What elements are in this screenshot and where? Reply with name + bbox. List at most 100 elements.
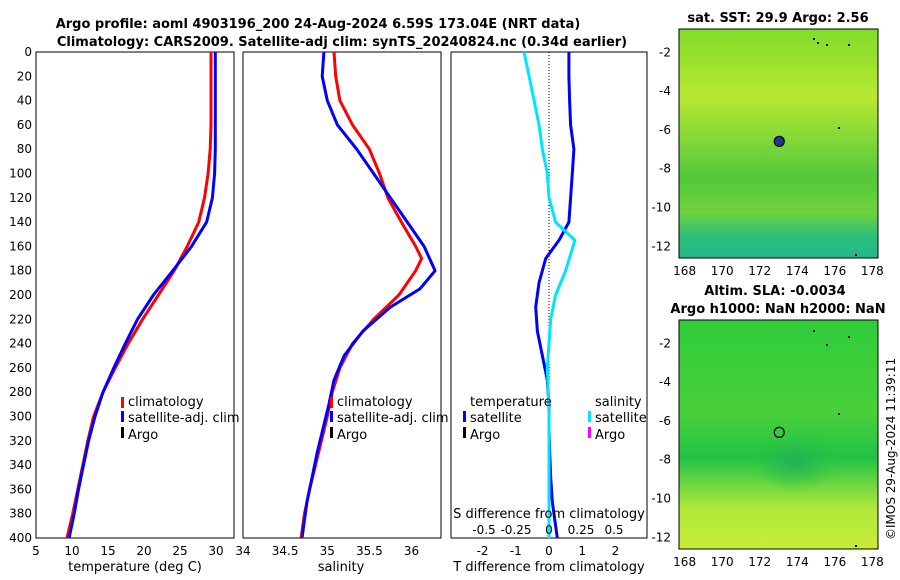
- legend-label-satellite: satellite-adj. clim: [128, 411, 240, 426]
- map-lat-tick-label: -12: [651, 239, 671, 253]
- legend-swatch-sal-argo: [588, 427, 591, 438]
- depth-tick-label: 140: [9, 215, 32, 229]
- x-tick-label: 2: [612, 544, 620, 558]
- x-tick-label: 5: [32, 544, 40, 558]
- sla-axes-frame: [678, 319, 879, 550]
- temperature-panel: 0 20 40 60 80 100 120 140 160 180 200 220 240 260 280 3…: [9, 45, 240, 575]
- x-tick-label: 36: [404, 544, 419, 558]
- legend-label-temp-argo: Argo: [470, 428, 500, 443]
- legend-label-temp-satellite: satellite: [470, 411, 522, 426]
- map-lat-tick-label: -2: [659, 45, 671, 59]
- depth-tick-label: 340: [9, 458, 32, 472]
- legend-label-climatology: climatology: [337, 395, 413, 410]
- depth-tick-label: 60: [17, 118, 32, 132]
- s-difference-tick-label: 0: [545, 523, 553, 537]
- depth-tick-label: 180: [9, 264, 32, 278]
- x-tick-label: 34: [235, 544, 250, 558]
- sst-map-title: sat. SST: 29.9 Argo: 2.56: [687, 11, 868, 26]
- map-lat-tick-label: -4: [659, 84, 671, 98]
- legend-swatch-temp-argo: [463, 427, 466, 438]
- depth-tick-label: 0: [24, 45, 32, 59]
- map-lat-tick-label: -8: [659, 162, 671, 176]
- satellite-adj-clim-line: [300, 51, 437, 539]
- x-tick-label: -1: [510, 544, 522, 558]
- legend-label-sal-satellite: satellite: [595, 411, 647, 426]
- climatology-line: [299, 51, 424, 539]
- x-tick-label: 25: [172, 544, 187, 558]
- legend-title-temperature: temperature: [470, 395, 552, 410]
- salinity-satellite-line: [522, 51, 577, 538]
- depth-tick-label: 380: [9, 507, 32, 521]
- sst-argo-position-marker: [773, 135, 785, 147]
- map-lat-tick-label: -4: [659, 375, 671, 389]
- depth-tick-label: 80: [17, 142, 32, 156]
- s-difference-tick-label: -0.5: [472, 523, 495, 537]
- salinity-xlabel: salinity: [318, 560, 365, 575]
- sst-map-panel: sat. SST: 29.9 Argo: 2.56 168 170 172 174 17…: [651, 11, 883, 278]
- legend-swatch-climatology: [330, 397, 333, 408]
- sst-axes-frame: [678, 28, 879, 259]
- depth-tick-label: 280: [9, 385, 32, 399]
- legend-label-argo: Argo: [337, 428, 367, 443]
- legend-swatch-satellite: [121, 411, 124, 422]
- t-difference-xlabel: T difference from climatology: [452, 560, 645, 575]
- sst-tick-labels: 168 170 172 174 176 178 -2 -4 -6 -8 -10 -12: [651, 45, 883, 278]
- map-lon-tick-label: 176: [823, 264, 846, 278]
- map-lat-tick-label: -10: [651, 201, 671, 215]
- x-tick-label: 30: [208, 544, 223, 558]
- depth-tick-label: 220: [9, 312, 32, 326]
- satellite-adj-clim-line: [67, 52, 217, 539]
- x-tick-label: 35: [320, 544, 335, 558]
- salinity-axes-frame: [242, 51, 442, 539]
- map-lat-tick-label: -2: [659, 336, 671, 350]
- sla-low-patch: [750, 432, 840, 492]
- s-difference-tick-label: -0.25: [500, 523, 531, 537]
- temperature-series: [65, 52, 217, 539]
- x-tick-label: 34.5: [272, 544, 299, 558]
- s-difference-xlabel: S difference from climatology: [453, 507, 645, 522]
- depth-tick-label: 20: [17, 69, 32, 83]
- legend-swatch-satellite: [330, 411, 333, 422]
- legend-swatch-argo: [330, 427, 333, 438]
- map-lon-tick-label: 178: [861, 264, 884, 278]
- legend-swatch-argo: [121, 427, 124, 438]
- s-difference-tick-label: 0.5: [604, 523, 623, 537]
- legend-swatch-temp-satellite: [463, 411, 466, 422]
- salinity-x-tick-labels: 34 34.5 35 35.5 36: [235, 544, 419, 558]
- climatology-line: [65, 52, 213, 539]
- map-lon-tick-label: 172: [748, 555, 771, 569]
- depth-tick-label: 300: [9, 410, 32, 424]
- map-lon-tick-label: 172: [748, 264, 771, 278]
- map-lon-tick-label: 178: [861, 555, 884, 569]
- depth-tick-label: 320: [9, 434, 32, 448]
- sla-map-title: Altim. SLA: -0.0034: [704, 284, 845, 299]
- depth-tick-label: 200: [9, 288, 32, 302]
- sla-tick-labels: 168 170 172 174 176 178 -2 -4 -6 -8 -10 -12: [651, 336, 883, 569]
- legend-label-climatology: climatology: [128, 395, 204, 410]
- legend-swatch-climatology: [121, 397, 124, 408]
- depth-tick-label: 120: [9, 191, 32, 205]
- x-tick-label: 15: [100, 544, 115, 558]
- map-lat-tick-label: -6: [659, 414, 671, 428]
- map-lon-tick-label: 168: [673, 264, 696, 278]
- temperature-axes-frame: [35, 51, 235, 539]
- sla-argo-position-marker: [773, 426, 785, 438]
- map-lat-tick-label: -6: [659, 123, 671, 137]
- salinity-series: [299, 51, 437, 539]
- depth-tick-label: 260: [9, 361, 32, 375]
- sla-map-panel: Altim. SLA: -0.0034 Argo h1000: NaN h200…: [651, 284, 885, 569]
- t-difference-tick-labels: -2 -1 0 1 2: [477, 544, 620, 558]
- map-lon-tick-label: 176: [823, 555, 846, 569]
- figure-title-line1: Argo profile: aoml 4903196_200 24-Aug-20…: [56, 17, 581, 32]
- legend-title-salinity: salinity: [595, 395, 642, 410]
- x-tick-label: 20: [136, 544, 151, 558]
- depth-tick-label: 360: [9, 482, 32, 496]
- legend-swatch-sal-satellite: [588, 411, 591, 422]
- map-lat-tick-label: -8: [659, 453, 671, 467]
- salinity-legend: climatology satellite-adj. clim Argo: [330, 395, 449, 443]
- sla-island-dots: [813, 330, 857, 547]
- difference-legend: temperature satellite Argo salinity sate…: [463, 395, 647, 443]
- difference-panel: -2 -1 0 1 2 -0.5 -0.25 0 0.25 0.5 S difference f…: [450, 51, 648, 575]
- map-lat-tick-label: -10: [651, 492, 671, 506]
